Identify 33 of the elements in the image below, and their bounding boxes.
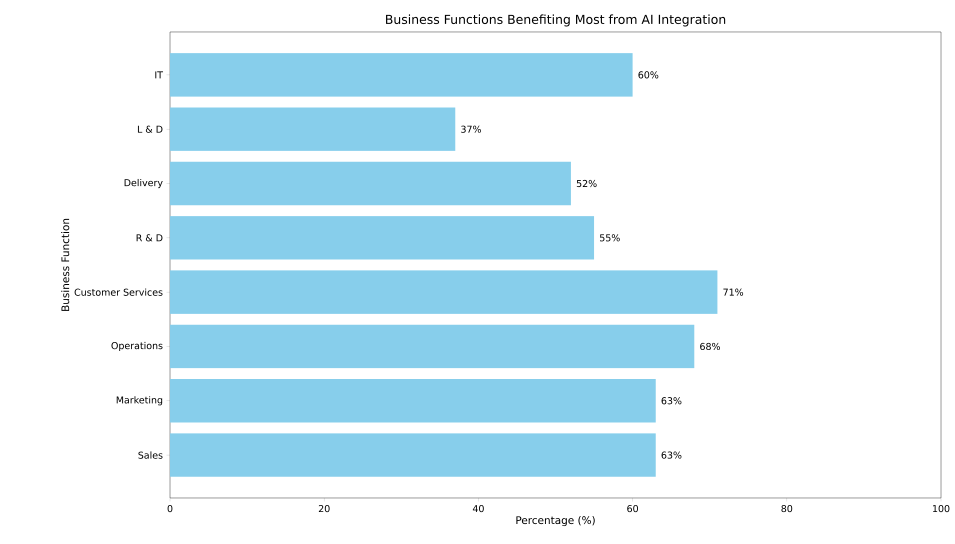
data-label: 55% xyxy=(600,234,620,242)
y-tick-label: R & D xyxy=(136,234,162,242)
bar xyxy=(170,53,633,97)
x-tick-label: 100 xyxy=(933,505,950,512)
y-tick-label: L & D xyxy=(138,126,162,133)
x-tick-label: 80 xyxy=(781,505,792,512)
x-tick-label: 60 xyxy=(627,505,638,512)
y-axis-title: Business Function xyxy=(61,218,70,311)
bar xyxy=(170,324,694,368)
x-axis-title: Percentage (%) xyxy=(516,516,595,526)
data-label: 68% xyxy=(700,342,720,350)
y-tick-label: Customer Services xyxy=(74,288,163,296)
y-tick-label: Operations xyxy=(111,342,163,352)
y-tick-label: Delivery xyxy=(124,178,163,188)
x-tick-label: 0 xyxy=(168,505,172,512)
bar xyxy=(170,107,456,151)
x-tick-label: 20 xyxy=(318,505,330,512)
data-label: 37% xyxy=(461,126,481,133)
bar xyxy=(170,433,656,477)
bar xyxy=(170,270,718,314)
bar xyxy=(170,216,594,260)
y-tick-label: Sales xyxy=(138,451,163,459)
data-label: 63% xyxy=(662,397,682,404)
data-label: 52% xyxy=(576,180,597,188)
data-label: 71% xyxy=(723,288,744,296)
y-tick-label: Marketing xyxy=(116,396,162,406)
chart-title: Business Functions Benefiting Most from AI Integration xyxy=(386,14,726,26)
data-label: 60% xyxy=(638,71,658,78)
y-tick-label: IT xyxy=(155,71,164,78)
bar xyxy=(170,162,571,206)
bar xyxy=(170,379,656,422)
data-label: 63% xyxy=(662,451,682,459)
x-tick-label: 40 xyxy=(472,505,484,512)
